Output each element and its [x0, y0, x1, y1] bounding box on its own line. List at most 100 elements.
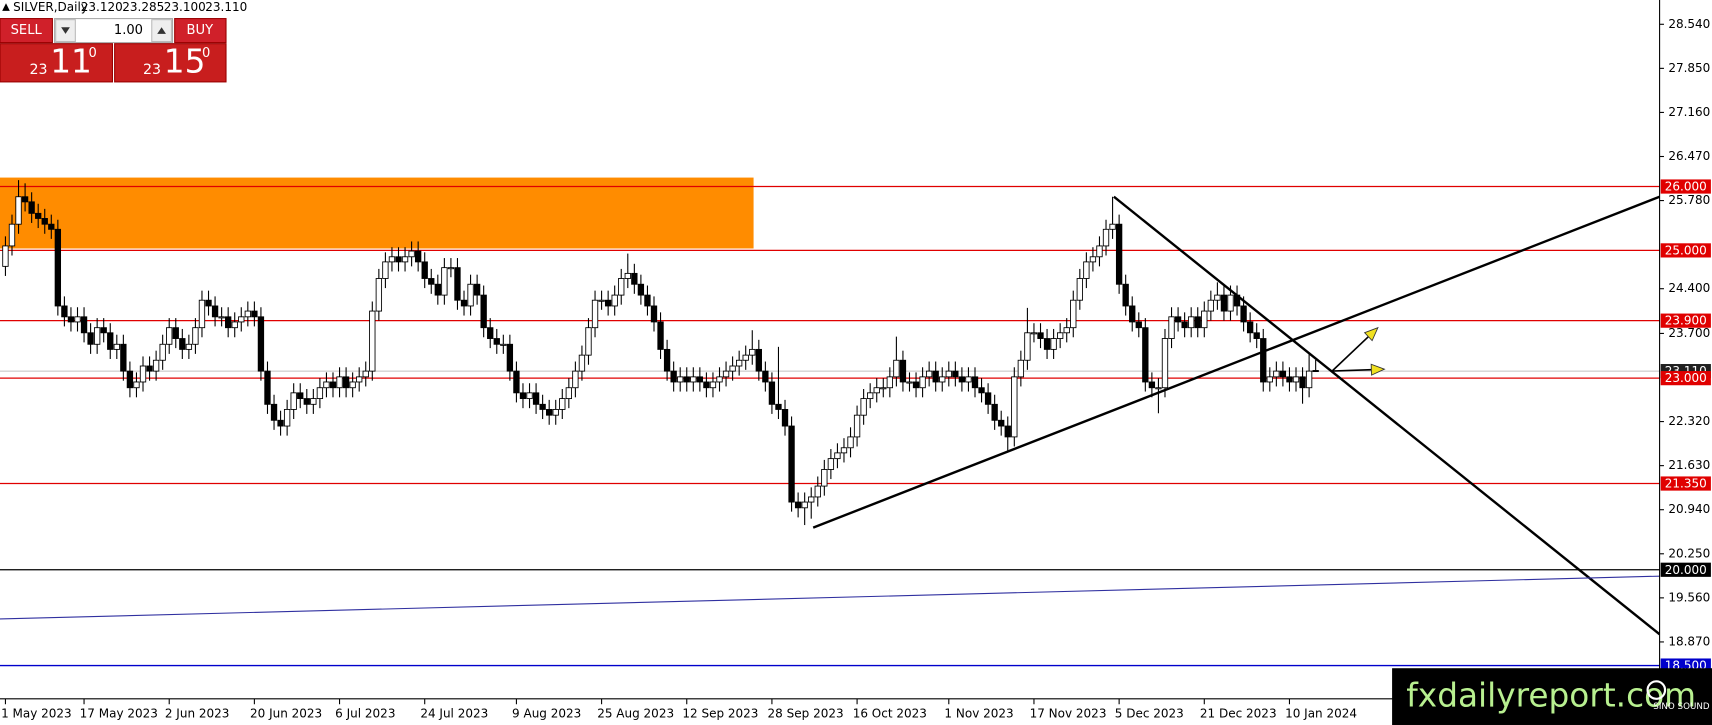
candle-body: [1305, 370, 1313, 389]
buy-label: BUY: [187, 23, 215, 38]
candle-body: [1056, 332, 1064, 339]
candle-body: [342, 376, 350, 389]
candle-body: [526, 392, 533, 400]
candle-body: [1292, 376, 1300, 383]
candle-body: [264, 370, 271, 405]
candle-body: [532, 392, 540, 405]
candle-body: [506, 343, 514, 372]
candle-body: [965, 376, 972, 383]
candle-body: [107, 332, 114, 350]
candle-body: [657, 321, 664, 350]
candle-body: [1076, 278, 1083, 301]
candle-body: [1168, 316, 1175, 339]
candle-body: [821, 469, 828, 487]
level-label: 26.000: [1665, 180, 1707, 194]
candle-body: [513, 370, 520, 394]
x-tick-label: 12 Sep 2023: [682, 707, 758, 721]
candle-body: [991, 403, 998, 421]
candle-body: [336, 376, 343, 389]
candle-body: [683, 376, 690, 383]
candle-body: [1266, 376, 1273, 383]
x-tick-label: 21 Dec 2023: [1200, 707, 1277, 721]
candle-body: [663, 348, 671, 372]
candle-body: [166, 327, 173, 345]
candle-body: [781, 409, 789, 427]
level-label-bg: [1660, 371, 1711, 386]
x-tick-label: 28 Sep 2023: [768, 707, 844, 721]
x-tick-label: 9 Aug 2023: [512, 707, 581, 721]
candle-body: [493, 338, 500, 345]
y-tick-label: 27.850: [1668, 61, 1710, 75]
candle-body: [467, 283, 474, 307]
x-tick-label: 5 Dec 2023: [1115, 707, 1184, 721]
candle-body: [650, 305, 658, 323]
candle-body: [801, 501, 808, 509]
candle-body: [179, 338, 186, 350]
candle-body: [1024, 332, 1031, 361]
buy-button[interactable]: [174, 18, 227, 44]
candle-body: [362, 370, 369, 378]
candle-body: [886, 376, 894, 389]
ohlc-open: 23.120: [81, 0, 123, 14]
ohlc-low: 23.100: [164, 0, 206, 14]
candle-body: [755, 348, 762, 372]
candle-body: [1050, 338, 1057, 350]
y-tick-label: 25.780: [1668, 193, 1710, 207]
candle-body: [297, 392, 304, 400]
candle-body: [473, 283, 481, 296]
candle-body: [349, 381, 356, 389]
buy-pips: 15: [164, 42, 206, 80]
candle-body: [899, 359, 907, 383]
buy-price-box[interactable]: [114, 43, 227, 83]
candle-body: [1260, 338, 1267, 383]
trendline: [0, 575, 1660, 620]
candle-body: [919, 376, 926, 389]
y-tick-label: 20.940: [1668, 502, 1710, 516]
candle-body: [631, 272, 638, 285]
y-tick-label: 19.560: [1668, 590, 1710, 604]
level-label: 21.350: [1665, 477, 1707, 491]
candle-body: [1214, 294, 1221, 301]
candle-body: [768, 381, 776, 405]
candle-body: [1220, 294, 1228, 312]
candle-body: [814, 485, 821, 498]
candle-body: [984, 392, 992, 405]
symbol: SILVER,Daily: [13, 0, 88, 14]
candle-body: [1161, 338, 1169, 389]
candle-body: [912, 381, 920, 389]
candle-body: [152, 359, 160, 372]
candle-body: [611, 294, 618, 307]
ohlc-high: 23.285: [122, 0, 164, 14]
candle-body: [172, 327, 179, 339]
candle-body: [375, 278, 383, 312]
candle-body: [1286, 376, 1293, 383]
candle-body: [1207, 299, 1215, 312]
candle-body: [356, 376, 363, 383]
sell-button[interactable]: [0, 18, 53, 44]
candle-body: [1063, 327, 1070, 334]
candle-body: [428, 278, 435, 285]
sell-label: SELL: [11, 23, 43, 38]
candle-body: [624, 272, 631, 279]
candle-body: [834, 452, 841, 460]
buy-fraction: 0: [202, 46, 210, 61]
candle-body: [565, 387, 572, 400]
candle-body: [578, 354, 586, 372]
candle-body: [762, 370, 769, 383]
x-tick-label: 6 Jul 2023: [335, 707, 395, 721]
candle-body: [1148, 381, 1156, 389]
candle-body: [185, 343, 193, 350]
candle-body: [827, 458, 835, 470]
candle-body: [192, 327, 199, 345]
candle-body: [853, 414, 861, 438]
candle-body: [906, 381, 913, 384]
candle-body: [1181, 321, 1188, 329]
x-tick-label: 16 Oct 2023: [853, 707, 927, 721]
x-tick-label: 17 Nov 2023: [1030, 707, 1107, 721]
candle-body: [939, 376, 946, 383]
candle-body: [15, 196, 22, 225]
sell-price-box[interactable]: [0, 43, 114, 83]
candle-body: [552, 409, 559, 416]
candle-body: [277, 419, 284, 427]
ohlc-close: 23.110: [205, 0, 247, 14]
